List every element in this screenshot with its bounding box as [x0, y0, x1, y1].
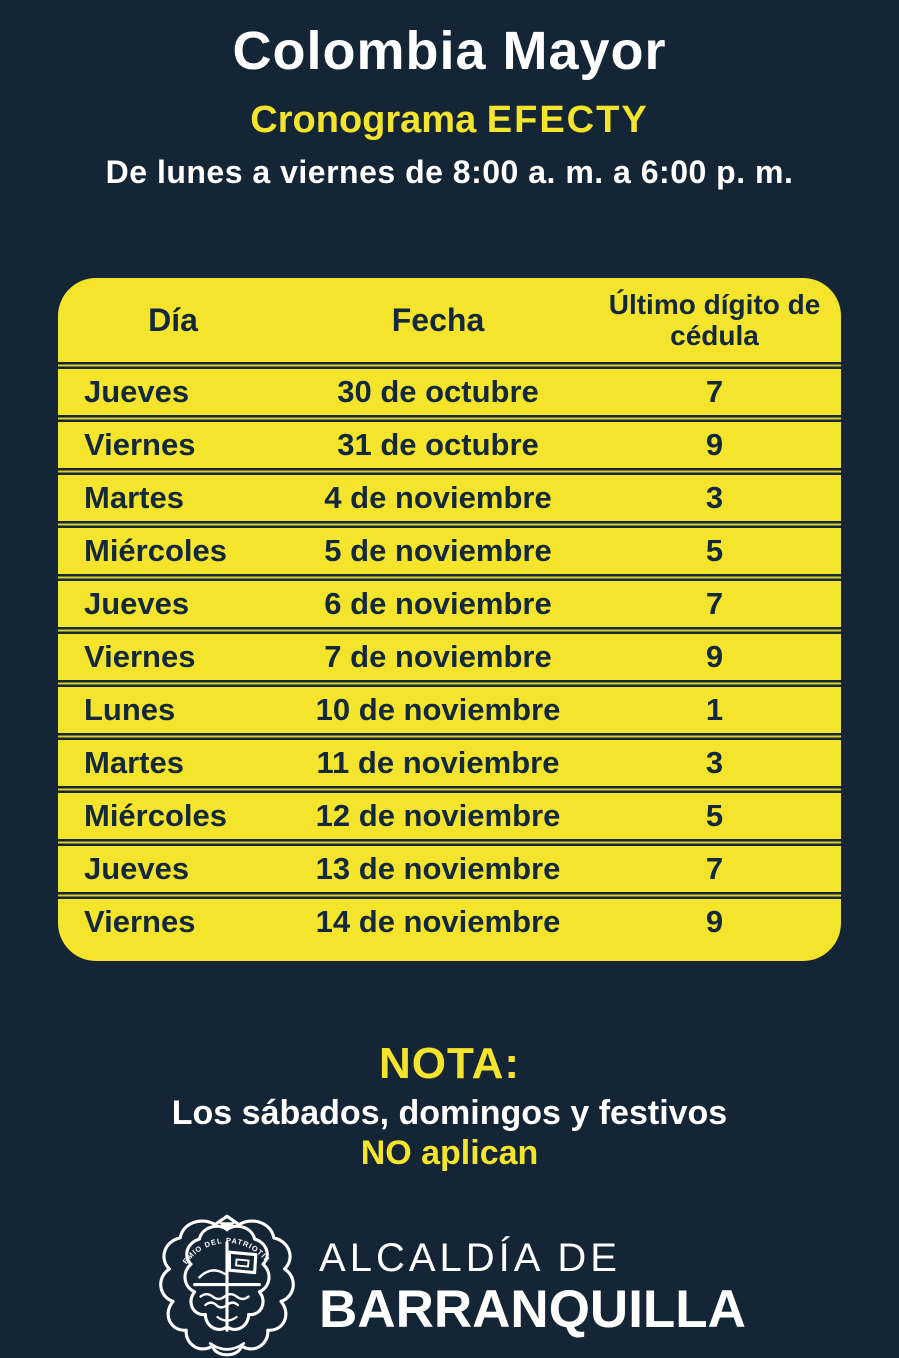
schedule-table: Día Fecha Último dígito de cédula Jueves… — [58, 278, 841, 961]
table-row: Martes 4 de noviembre 3 — [58, 475, 841, 521]
table-row: Viernes 7 de noviembre 9 — [58, 634, 841, 680]
row-divider — [58, 574, 841, 581]
efecty-brand-label: EFECTY — [486, 99, 649, 141]
cell-date: 5 de noviembre — [324, 533, 552, 568]
footer-logo: PREMIO DEL PATRIOTISMO ALCALDÍA DE BARRA… — [0, 1209, 899, 1358]
cell-date: 14 de noviembre — [315, 904, 561, 939]
table-row: Miércoles 12 de noviembre 5 — [58, 793, 841, 839]
cell-day: Miércoles — [84, 533, 228, 568]
cell-date: 13 de noviembre — [315, 851, 561, 886]
column-header-date: Fecha — [391, 301, 485, 338]
cell-digit: 5 — [705, 533, 724, 568]
cell-digit: 3 — [705, 745, 724, 780]
table-row: Miércoles 5 de noviembre 5 — [58, 528, 841, 574]
flyer-header: Colombia Mayor Cronograma EFECTY De lune… — [0, 0, 899, 192]
cell-digit: 1 — [705, 692, 724, 727]
row-divider — [58, 892, 841, 899]
cell-digit: 5 — [705, 798, 724, 833]
schedule-hours-line: De lunes a viernes de 8:00 a. m. a 6:00 … — [105, 154, 794, 190]
page-title: Colombia Mayor — [232, 21, 667, 81]
barranquilla-crest-icon: PREMIO DEL PATRIOTISMO — [153, 1209, 295, 1357]
table-bottom-padding — [58, 945, 841, 961]
subtitle-text: Cronograma — [250, 99, 477, 141]
table-row: Viernes 31 de octubre 9 — [58, 422, 841, 468]
cell-digit: 7 — [705, 374, 724, 409]
cell-digit: 7 — [705, 586, 724, 621]
row-divider — [58, 733, 841, 740]
note-line1: Los sábados, domingos y festivos — [171, 1094, 728, 1132]
cell-day: Jueves — [84, 374, 190, 409]
cell-date: 30 de octubre — [337, 374, 539, 409]
cell-date: 4 de noviembre — [324, 480, 552, 515]
org-name: ALCALDÍA DE BARRANQUILLA — [319, 1235, 746, 1339]
table-row: Jueves 13 de noviembre 7 — [58, 846, 841, 892]
row-divider — [58, 521, 841, 528]
table-row: Jueves 30 de octubre 7 — [58, 369, 841, 415]
cell-day: Viernes — [84, 639, 196, 674]
subtitle: Cronograma EFECTY — [0, 98, 899, 142]
note-line2: NO aplican — [360, 1134, 539, 1172]
row-divider — [58, 839, 841, 846]
row-divider — [58, 468, 841, 475]
cell-day: Martes — [84, 480, 184, 515]
row-divider — [58, 680, 841, 687]
cell-date: 31 de octubre — [337, 427, 539, 462]
cell-day: Martes — [84, 745, 184, 780]
cell-digit: 9 — [705, 427, 724, 462]
note-title: NOTA: — [378, 1039, 521, 1088]
cell-day: Miércoles — [84, 798, 228, 833]
row-divider — [58, 627, 841, 634]
cell-day: Jueves — [84, 586, 190, 621]
cell-digit: 9 — [705, 904, 724, 939]
cell-date: 7 de noviembre — [324, 639, 552, 674]
cell-day: Viernes — [84, 427, 196, 462]
table-row: Jueves 6 de noviembre 7 — [58, 581, 841, 627]
cell-digit: 9 — [705, 639, 724, 674]
cell-date: 10 de noviembre — [315, 692, 561, 727]
schedule-table-header: Día Fecha Último dígito de cédula — [58, 278, 841, 362]
cell-date: 11 de noviembre — [316, 745, 560, 780]
cell-digit: 7 — [705, 851, 724, 886]
column-header-digit: Último dígito de cédula — [608, 289, 821, 351]
org-name-line2: BARRANQUILLA — [319, 1280, 746, 1339]
cell-date: 6 de noviembre — [324, 586, 552, 621]
schedule-table-body: Jueves 30 de octubre 7 Viernes 31 de oct… — [58, 362, 841, 945]
cell-digit: 3 — [705, 480, 724, 515]
cell-date: 12 de noviembre — [315, 798, 561, 833]
table-row: Viernes 14 de noviembre 9 — [58, 899, 841, 945]
cell-day: Viernes — [84, 904, 196, 939]
cell-day: Jueves — [84, 851, 190, 886]
table-row: Lunes 10 de noviembre 1 — [58, 687, 841, 733]
org-name-line1: ALCALDÍA DE — [319, 1236, 621, 1280]
column-header-day: Día — [148, 301, 198, 338]
row-divider — [58, 786, 841, 793]
row-divider — [58, 362, 841, 369]
note-section: NOTA: Los sábados, domingos y festivos N… — [0, 1039, 899, 1173]
cell-day: Lunes — [84, 692, 176, 727]
table-row: Martes 11 de noviembre 3 — [58, 740, 841, 786]
row-divider — [58, 415, 841, 422]
